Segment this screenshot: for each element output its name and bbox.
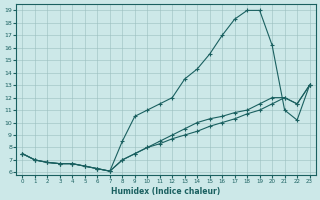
X-axis label: Humidex (Indice chaleur): Humidex (Indice chaleur) [111, 187, 221, 196]
